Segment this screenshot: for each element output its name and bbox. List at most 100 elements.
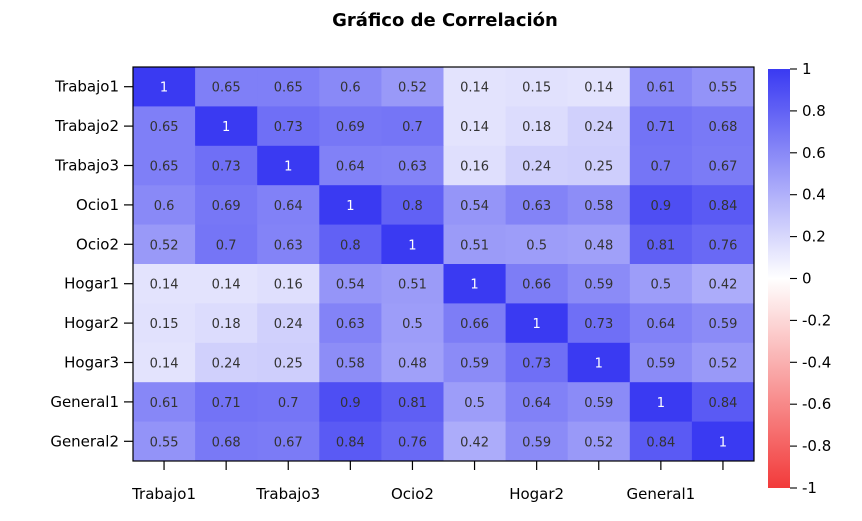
heatmap-cell <box>505 224 569 265</box>
heatmap-cell <box>691 67 755 107</box>
heatmap-cell <box>133 224 196 265</box>
heatmap-cell <box>567 382 631 423</box>
cell-value-label: 0.14 <box>150 278 179 293</box>
cell-value-label: 0.61 <box>646 81 675 96</box>
heatmap-cell <box>629 342 693 383</box>
heatmap-cell <box>629 185 693 226</box>
cell-value-label: 0.84 <box>708 396 737 411</box>
heatmap-cell <box>257 342 320 383</box>
heatmap-cell <box>133 145 196 186</box>
cell-value-label: 1 <box>719 435 727 450</box>
cell-value-label: 0.61 <box>150 396 179 411</box>
cell-value-label: 0.84 <box>336 435 365 450</box>
colorbar-tick-label: -1 <box>802 479 817 497</box>
cell-value-label: 0.58 <box>584 199 613 214</box>
heatmap-cell <box>443 264 507 304</box>
plot-frame <box>132 66 755 462</box>
cell-value-label: 0.8 <box>340 238 361 253</box>
cell-value-label: 1 <box>470 278 478 293</box>
cell-value-label: 0.24 <box>522 160 551 175</box>
cell-value-label: 0.65 <box>212 81 241 96</box>
heatmap-cell <box>691 382 755 423</box>
heatmap-cell <box>629 224 693 265</box>
heatmap-cell <box>133 185 196 226</box>
cell-value-label: 0.71 <box>212 396 241 411</box>
heatmap-cell <box>381 264 444 304</box>
cell-value-label: 0.14 <box>212 278 241 293</box>
heatmap-cell <box>691 264 755 304</box>
cell-value-label: 0.59 <box>584 278 613 293</box>
heatmap-cell <box>319 106 382 147</box>
cell-value-label: 0.42 <box>708 278 737 293</box>
heatmap-cell <box>195 303 258 344</box>
cell-value-label: 0.5 <box>526 238 547 253</box>
colorbar-tick-label: 0 <box>802 270 812 288</box>
heatmap-cell <box>691 224 755 265</box>
y-tick-label: Hogar3 <box>64 354 119 372</box>
cell-value-label: 0.64 <box>646 317 675 332</box>
cell-value-label: 0.18 <box>212 317 241 332</box>
heatmap-cell <box>133 106 196 147</box>
cell-value-label: 1 <box>595 357 603 372</box>
heatmap-cell <box>443 342 507 383</box>
cell-value-label: 0.25 <box>274 357 303 372</box>
cell-value-label: 0.73 <box>584 317 613 332</box>
cell-value-label: 0.7 <box>651 160 672 175</box>
heatmap-cell <box>381 106 444 147</box>
cell-value-label: 0.69 <box>336 120 365 135</box>
heatmap-cell <box>567 224 631 265</box>
cell-value-label: 0.52 <box>708 357 737 372</box>
heatmap-cell <box>567 106 631 147</box>
heatmap-cell <box>443 145 507 186</box>
cell-value-label: 0.5 <box>464 396 485 411</box>
cell-value-label: 0.6 <box>340 81 361 96</box>
cell-value-label: 0.51 <box>460 238 489 253</box>
heatmap-cell <box>567 303 631 344</box>
cell-value-label: 0.84 <box>708 199 737 214</box>
cell-value-label: 0.42 <box>460 435 489 450</box>
heatmap-cell <box>381 145 444 186</box>
heatmap-cell <box>505 303 569 344</box>
heatmap-cell <box>381 185 444 226</box>
colorbar-tick-label: 0.2 <box>802 228 826 246</box>
cell-value-label: 0.64 <box>274 199 303 214</box>
heatmap-cell <box>319 382 382 423</box>
heatmap-cell <box>319 421 382 462</box>
cell-value-label: 0.55 <box>150 435 179 450</box>
cell-value-label: 0.76 <box>398 435 427 450</box>
heatmap-cell <box>133 342 196 383</box>
cell-value-label: 0.68 <box>212 435 241 450</box>
heatmap-cell <box>319 67 382 107</box>
heatmap-cell <box>257 224 320 265</box>
heatmap-cell <box>567 145 631 186</box>
cell-value-label: 0.63 <box>274 238 303 253</box>
heatmap-cell <box>567 264 631 304</box>
cell-value-label: 0.66 <box>522 278 551 293</box>
heatmap-cell <box>691 421 755 462</box>
cell-value-label: 0.14 <box>460 81 489 96</box>
cell-value-label: 0.63 <box>336 317 365 332</box>
y-tick-label: Ocio1 <box>76 196 119 214</box>
cell-value-label: 0.8 <box>402 199 423 214</box>
cell-value-label: 0.73 <box>274 120 303 135</box>
cell-value-label: 0.73 <box>522 357 551 372</box>
heatmap-cell <box>381 342 444 383</box>
heatmap-cell <box>257 421 320 462</box>
heatmap-cell <box>505 185 569 226</box>
heatmap-cell <box>257 106 320 147</box>
cell-value-label: 0.68 <box>708 120 737 135</box>
x-tick-label: General1 <box>627 485 696 503</box>
cell-value-label: 0.67 <box>708 160 737 175</box>
cell-value-label: 0.59 <box>584 396 613 411</box>
cell-value-label: 0.71 <box>646 120 675 135</box>
heatmap-cell <box>319 224 382 265</box>
heatmap-cell <box>443 421 507 462</box>
heatmap-cell <box>381 421 444 462</box>
heatmap-cell <box>691 106 755 147</box>
cell-value-label: 0.15 <box>522 81 551 96</box>
heatmap-cell <box>443 67 507 107</box>
heatmap-cell <box>133 382 196 423</box>
heatmap-cell <box>195 421 258 462</box>
heatmap-cell <box>505 145 569 186</box>
